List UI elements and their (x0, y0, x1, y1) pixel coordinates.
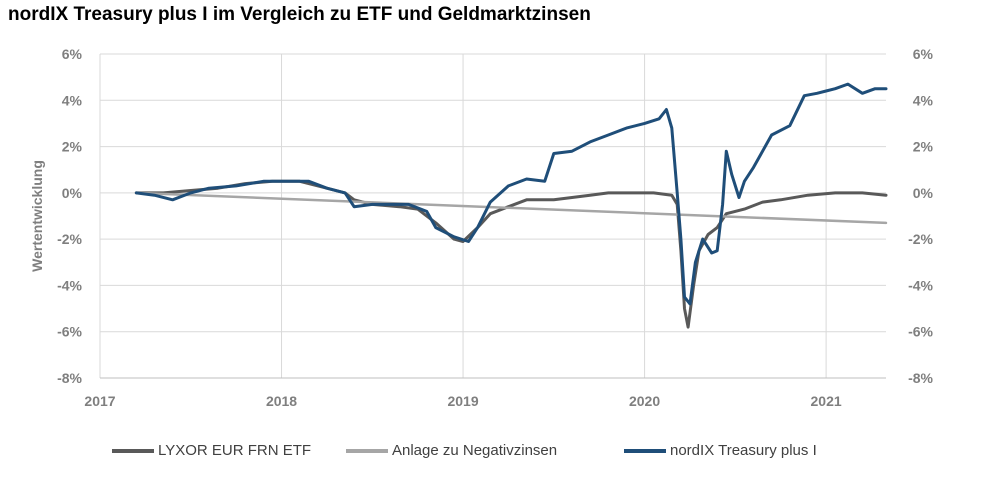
y-tick-label-left: 0% (62, 185, 83, 201)
y-tick-label-left: -4% (57, 277, 82, 293)
y-tick-label-right: 6% (913, 46, 934, 62)
y-tick-label-right: -2% (908, 231, 933, 247)
series-line-nordix-treasury-plus-i (134, 82, 888, 306)
y-tick-label-right: -8% (908, 370, 933, 386)
legend-item-lyxor: LYXOR EUR FRN ETF (112, 442, 311, 459)
x-tick-label: 2020 (629, 393, 660, 409)
legend-swatch-nordix (624, 448, 666, 453)
y-axis-label: Wertentwicklung (29, 160, 45, 272)
x-tick-label: 2019 (447, 393, 478, 409)
legend-item-negativzinsen: Anlage zu Negativzinsen (346, 442, 557, 459)
legend: LYXOR EUR FRN ETF Anlage zu Negativzinse… (0, 442, 1002, 466)
y-tick-label-left: 6% (62, 46, 83, 62)
y-tick-label-left: -8% (57, 370, 82, 386)
legend-label-lyxor: LYXOR EUR FRN ETF (158, 442, 312, 459)
x-tick-label: 2018 (266, 393, 297, 409)
legend-swatch-negativzinsen (346, 448, 388, 453)
legend-label-nordix: nordIX Treasury plus I (670, 442, 817, 459)
y-tick-label-right: 2% (913, 139, 934, 155)
series-line-lyxor-eur-frn-etf (134, 179, 888, 329)
series-line-anlage-zu-negativzinsen (135, 191, 888, 225)
legend-label-negativzinsen: Anlage zu Negativzinsen (392, 442, 558, 459)
axes: 6% 6% 4% 4% 2% 2% 0% 0% -2% -2% -4% -4% -6% -6% -8% -8%… (57, 46, 933, 409)
y-tick-label-right: -4% (908, 277, 933, 293)
y-tick-label-right: 4% (913, 92, 934, 108)
series-lines (134, 82, 888, 329)
y-tick-label-left: -6% (57, 324, 82, 340)
legend-item-nordix: nordIX Treasury plus I (624, 442, 817, 459)
grid-lines (99, 53, 886, 379)
x-tick-label: 2021 (811, 393, 842, 409)
y-tick-label-left: 2% (62, 139, 83, 155)
chart-title: nordIX Treasury plus I im Vergleich zu E… (8, 4, 591, 25)
y-tick-label-left: 4% (62, 92, 83, 108)
x-tick-label: 2017 (84, 393, 115, 409)
y-tick-label-right: 0% (913, 185, 934, 201)
y-tick-label-right: -6% (908, 324, 933, 340)
y-tick-label-left: -2% (57, 231, 82, 247)
legend-swatch-lyxor (112, 448, 154, 453)
line-chart: 6% 6% 4% 4% 2% 2% 0% 0% -2% -2% -4% -4% -6% -6% -8% -8%… (29, 46, 934, 409)
